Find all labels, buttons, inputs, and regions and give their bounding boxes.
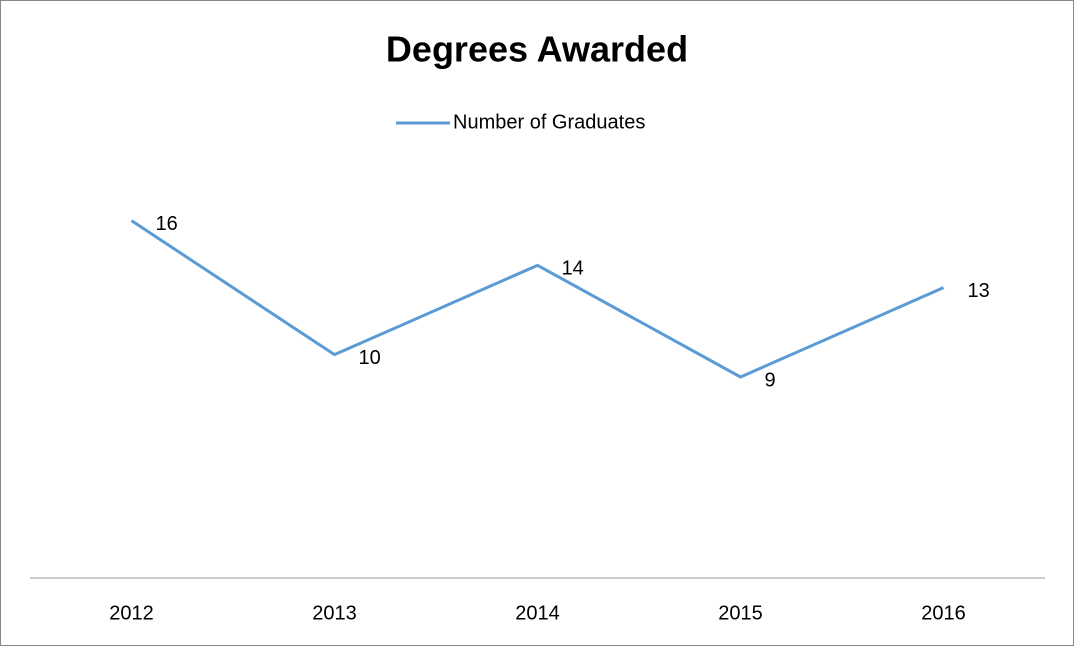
data-label: 9 xyxy=(765,369,776,391)
x-tick-label: 2016 xyxy=(921,602,966,624)
x-tick-label: 2013 xyxy=(312,602,357,624)
data-line xyxy=(130,219,945,379)
data-label: 10 xyxy=(359,347,381,369)
legend-label: Number of Graduates xyxy=(453,111,645,133)
x-tick-label: 2015 xyxy=(718,602,763,624)
data-label: 13 xyxy=(968,280,990,302)
x-tick-label: 2012 xyxy=(109,602,154,624)
chart-title: Degrees Awarded xyxy=(386,29,688,70)
data-label: 16 xyxy=(156,213,178,235)
x-tick-label: 2014 xyxy=(515,602,560,624)
data-label: 14 xyxy=(562,258,584,280)
